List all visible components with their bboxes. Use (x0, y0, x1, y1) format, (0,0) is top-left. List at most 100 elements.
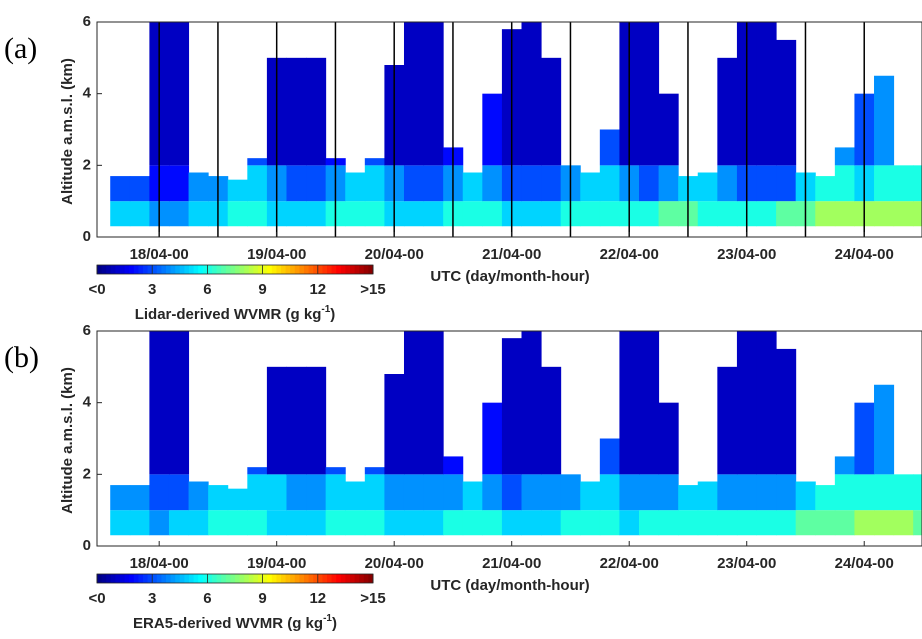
colorbar-swatch (225, 574, 231, 583)
colorbar-swatch (147, 265, 153, 274)
colorbar-swatch (110, 265, 116, 274)
wvmr-cell (227, 201, 248, 227)
colorbar-swatch (97, 265, 103, 274)
wvmr-cell (874, 75, 895, 166)
wvmr-cell (227, 510, 248, 536)
colorbar-swatch (308, 574, 314, 583)
colorbar-swatch (138, 265, 144, 274)
wvmr-cell (541, 474, 562, 511)
colorbar-swatch (106, 574, 112, 583)
wvmr-cell (482, 510, 503, 536)
wvmr-cell (501, 510, 522, 536)
wvmr-cell (599, 438, 620, 475)
wvmr-cell (658, 165, 679, 202)
wvmr-cell (227, 179, 248, 202)
wvmr-cell (619, 474, 640, 511)
wvmr-cell (266, 366, 287, 475)
wvmr-cell (776, 348, 797, 475)
wvmr-cell (345, 172, 366, 202)
wvmr-cell (168, 165, 190, 202)
wvmr-cell (678, 485, 699, 511)
wvmr-cell (286, 57, 307, 166)
wvmr-cell (345, 510, 366, 536)
wvmr-cell (521, 165, 542, 202)
wvmr-cell (639, 510, 660, 536)
colorbar-swatch (267, 265, 273, 274)
colorbar-swatch (152, 265, 158, 274)
colorbar-tick-label: <0 (88, 281, 105, 298)
wvmr-cell (913, 510, 922, 536)
colorbar-label-text: Lidar-derived WVMR (g kg (135, 306, 322, 323)
colorbar-swatch (276, 574, 282, 583)
colorbar-tick-label: 3 (148, 590, 156, 607)
colorbar-label-text: ERA5-derived WVMR (g kg (133, 615, 323, 632)
colorbar-tick-label: 12 (309, 590, 326, 607)
colorbar-swatch (258, 265, 264, 274)
wvmr-cell (403, 165, 425, 202)
colorbar-swatch (239, 265, 245, 274)
wvmr-cell (423, 510, 444, 536)
colorbar-swatch (152, 574, 158, 583)
colorbar-swatch (363, 574, 369, 583)
colorbar-swatch (244, 265, 250, 274)
colorbar-swatch (184, 265, 190, 274)
colorbar-swatch (101, 574, 107, 583)
wvmr-cell (247, 165, 268, 202)
wvmr-cell (639, 331, 660, 475)
wvmr-cell (129, 201, 150, 227)
wvmr-cell (286, 474, 307, 511)
wvmr-cell (345, 201, 366, 227)
colorbar-swatch (340, 574, 346, 583)
wvmr-cell (364, 467, 385, 475)
wvmr-cell (874, 510, 895, 536)
wvmr-cell (521, 331, 542, 475)
wvmr-cell (188, 481, 209, 511)
wvmr-cell (110, 510, 131, 536)
wvmr-cell (168, 22, 190, 166)
wvmr-cell (599, 129, 620, 166)
wvmr-cell (756, 22, 777, 166)
colorbar-swatch (216, 265, 222, 274)
colorbar-swatch (120, 265, 126, 274)
wvmr-cell (247, 474, 268, 511)
colorbar-swatch (179, 574, 185, 583)
wvmr-cell (834, 510, 855, 536)
x-tick-label: 23/04-00 (717, 246, 776, 263)
y-tick-label: 2 (83, 156, 91, 173)
wvmr-cell (501, 474, 522, 511)
wvmr-cell (874, 201, 895, 227)
wvmr-cell (521, 510, 542, 536)
colorbar-swatch (290, 265, 296, 274)
colorbar-swatch (299, 574, 305, 583)
wvmr-cell (834, 474, 855, 511)
wvmr-cell (599, 474, 620, 511)
colorbar-swatch (327, 574, 333, 583)
colorbar-swatch (189, 574, 195, 583)
wvmr-cell (795, 481, 816, 511)
colorbar-swatch (308, 265, 314, 274)
colorbar-swatch (216, 574, 222, 583)
wvmr-cell (443, 474, 464, 511)
wvmr-cell (541, 201, 562, 227)
wvmr-cell (286, 165, 307, 202)
x-tick-label: 20/04-00 (365, 246, 424, 263)
wvmr-cell (482, 165, 503, 202)
wvmr-cell (423, 474, 444, 511)
plot-frame (96, 330, 922, 547)
wvmr-cell (423, 331, 444, 475)
colorbar-swatch (304, 265, 310, 274)
wvmr-cell (874, 474, 895, 511)
wvmr-cell (580, 172, 601, 202)
wvmr-cell (756, 165, 777, 202)
wvmr-cell (854, 402, 875, 475)
colorbar-swatch (97, 574, 103, 583)
wvmr-cell (462, 510, 483, 536)
wvmr-cell (756, 510, 777, 536)
wvmr-cell (384, 374, 405, 475)
wvmr-cell (286, 366, 307, 475)
wvmr-cell (619, 510, 640, 536)
wvmr-cell (462, 172, 483, 202)
colorbar-tick-label: 6 (203, 281, 211, 298)
colorbar-swatch (202, 265, 208, 274)
